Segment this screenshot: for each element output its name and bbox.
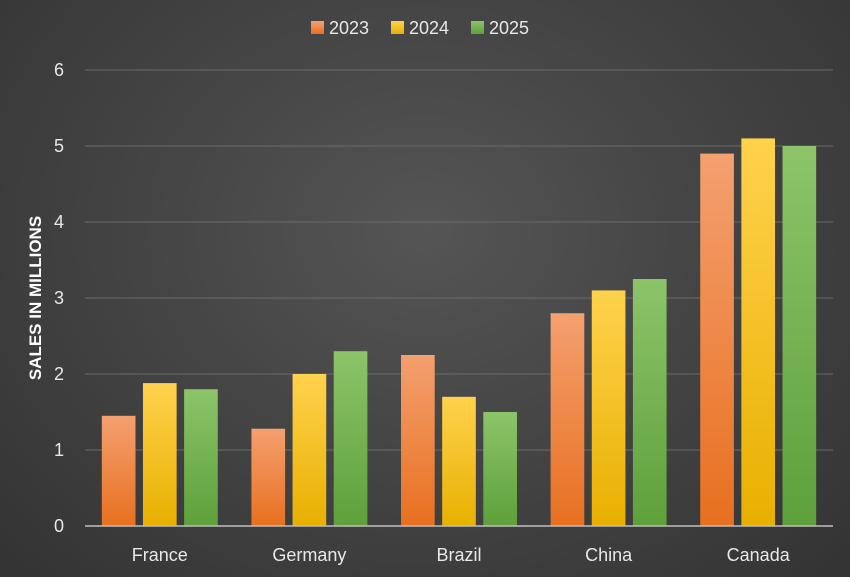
legend-label: 2025 xyxy=(489,18,529,38)
bar-2024-germany xyxy=(292,374,327,526)
y-tick-label: 1 xyxy=(54,440,64,460)
bars xyxy=(101,138,817,526)
x-tick-label: Brazil xyxy=(436,545,481,565)
bar-2023-france xyxy=(101,415,136,526)
bar-2024-canada xyxy=(741,138,776,526)
bar-2024-china xyxy=(591,290,626,526)
y-tick-label: 6 xyxy=(54,60,64,80)
bar-2024-brazil xyxy=(442,396,476,526)
legend: 2023 2024 2025 xyxy=(311,18,529,38)
x-tick-label: France xyxy=(132,545,188,565)
legend-label: 2024 xyxy=(409,18,449,38)
y-tick-label: 5 xyxy=(54,136,64,156)
y-axis-title: SALES IN MILLIONS xyxy=(26,216,45,380)
bar-2025-canada xyxy=(782,146,817,526)
bar-2023-germany xyxy=(251,428,286,526)
legend-item-2023: 2023 xyxy=(311,18,369,38)
x-tick-label: Germany xyxy=(272,545,346,565)
bar-2023-canada xyxy=(700,153,734,526)
legend-swatch xyxy=(311,21,324,34)
bar-2025-china xyxy=(632,279,667,526)
legend-item-2025: 2025 xyxy=(471,18,529,38)
x-tick-label: China xyxy=(585,545,633,565)
bar-2025-germany xyxy=(333,351,368,526)
bar-2023-brazil xyxy=(401,355,435,526)
bar-2025-france xyxy=(184,389,218,526)
y-tick-label: 3 xyxy=(54,288,64,308)
x-axis-labels: France Germany Brazil China Canada xyxy=(132,545,791,565)
bar-2024-france xyxy=(142,383,177,526)
legend-swatch xyxy=(471,21,484,34)
bar-2025-brazil xyxy=(483,412,517,526)
legend-label: 2023 xyxy=(329,18,369,38)
legend-swatch xyxy=(391,21,404,34)
y-axis-ticks: 0 1 2 3 4 5 6 xyxy=(54,60,64,536)
legend-item-2024: 2024 xyxy=(391,18,449,38)
y-tick-label: 0 xyxy=(54,516,64,536)
bar-2023-china xyxy=(550,313,585,526)
y-tick-label: 2 xyxy=(54,364,64,384)
y-tick-label: 4 xyxy=(54,212,64,232)
x-tick-label: Canada xyxy=(727,545,791,565)
